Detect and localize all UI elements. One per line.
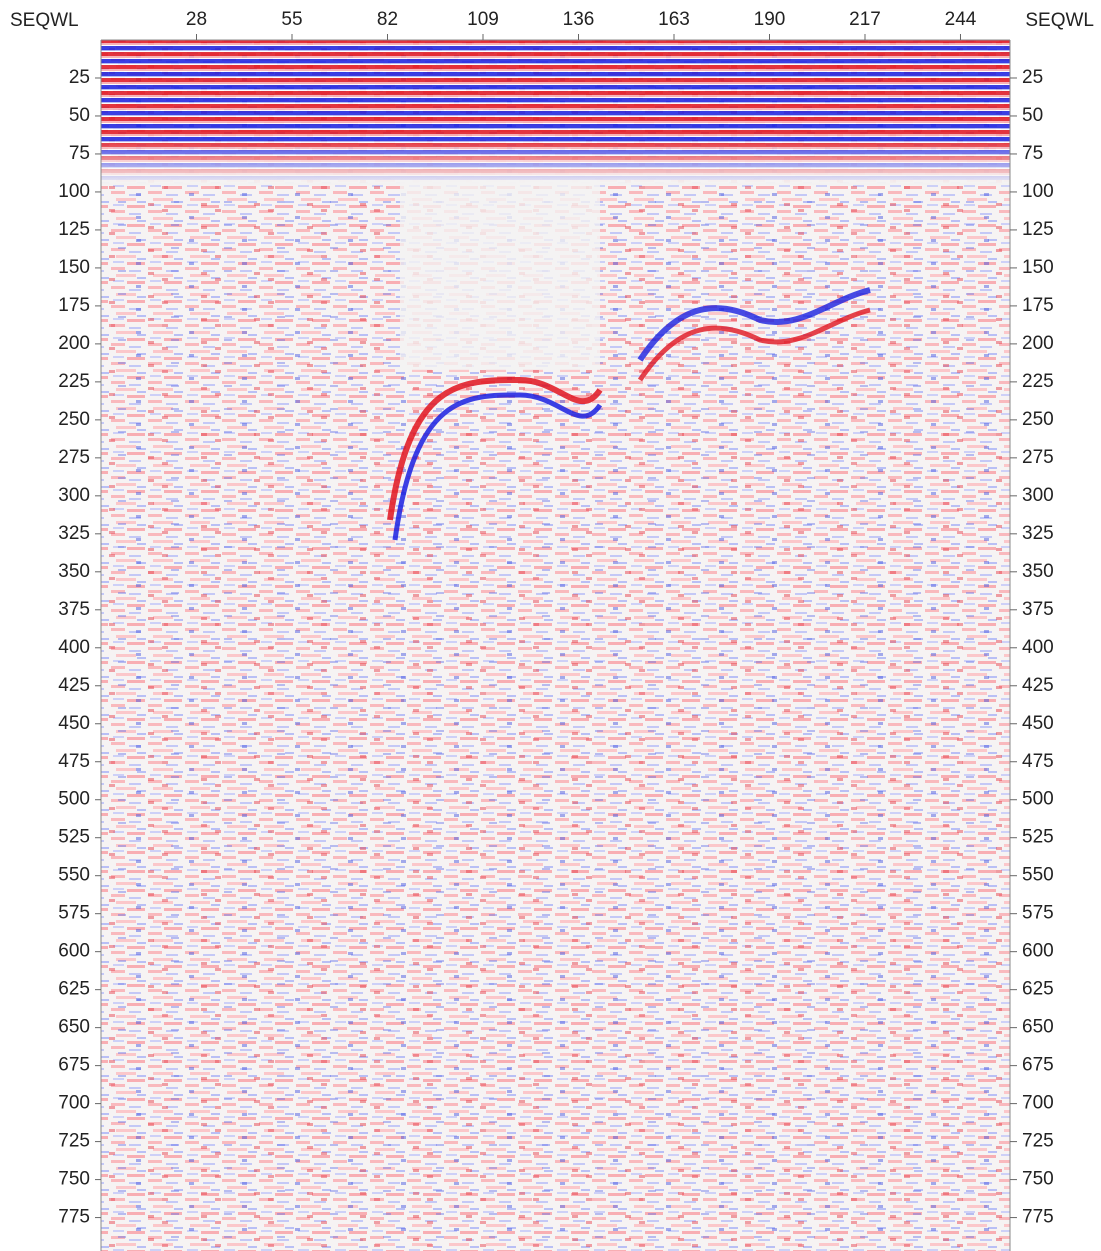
y-tick-label: 25: [69, 67, 90, 88]
y-tick-label-right: 450: [1022, 713, 1054, 734]
y-tick-label-right: 250: [1022, 409, 1054, 430]
y-tick-label: 300: [58, 485, 90, 506]
y-tick-label: 400: [58, 637, 90, 658]
y-tick-label-right: 350: [1022, 561, 1054, 582]
y-tick-label: 550: [58, 865, 90, 886]
y-tick-label-right: 200: [1022, 333, 1054, 354]
y-tick-label-right: 725: [1022, 1131, 1054, 1152]
y-tick-label: 200: [58, 333, 90, 354]
y-tick-label: 350: [58, 561, 90, 582]
y-tick-label-right: 100: [1022, 181, 1054, 202]
y-tick-label-right: 25: [1022, 67, 1043, 88]
x-tick-label: 163: [658, 9, 690, 30]
y-tick-label: 100: [58, 181, 90, 202]
x-tick-label: 190: [754, 9, 786, 30]
x-tick-label: 82: [377, 9, 398, 30]
y-tick-label: 375: [58, 599, 90, 620]
y-tick-label-right: 300: [1022, 485, 1054, 506]
y-tick-label-right: 625: [1022, 979, 1054, 1000]
y-tick-label-right: 50: [1022, 105, 1043, 126]
y-tick-label: 650: [58, 1017, 90, 1038]
y-tick-label-right: 575: [1022, 903, 1054, 924]
y-tick-label: 125: [58, 219, 90, 240]
y-tick-label: 275: [58, 447, 90, 468]
y-tick-label: 50: [69, 105, 90, 126]
y-tick-label: 250: [58, 409, 90, 430]
y-tick-label-right: 775: [1022, 1207, 1054, 1228]
radargram: [101, 40, 1010, 1251]
y-tick-label-right: 125: [1022, 219, 1054, 240]
y-tick-label: 600: [58, 941, 90, 962]
y-tick-label: 450: [58, 713, 90, 734]
y-tick-label-right: 500: [1022, 789, 1054, 810]
y-tick-label-right: 325: [1022, 523, 1054, 544]
y-tick-label: 625: [58, 979, 90, 1000]
x-tick-label: 136: [563, 9, 595, 30]
y-tick-label-right: 600: [1022, 941, 1054, 962]
y-tick-label: 175: [58, 295, 90, 316]
y-tick-label-right: 175: [1022, 295, 1054, 316]
x-tick-label: 109: [467, 9, 499, 30]
y-tick-label-right: 375: [1022, 599, 1054, 620]
y-tick-label-right: 675: [1022, 1055, 1054, 1076]
y-tick-label-right: 550: [1022, 865, 1054, 886]
x-tick-label: 244: [945, 9, 977, 30]
axis-label-right: SEQWL: [1025, 10, 1094, 31]
x-tick-label: 55: [281, 9, 302, 30]
y-tick-label-right: 475: [1022, 751, 1054, 772]
y-tick-label: 325: [58, 523, 90, 544]
y-tick-label: 425: [58, 675, 90, 696]
y-tick-label: 525: [58, 827, 90, 848]
y-tick-label: 150: [58, 257, 90, 278]
y-tick-label: 675: [58, 1055, 90, 1076]
y-tick-label: 775: [58, 1207, 90, 1228]
y-tick-label-right: 150: [1022, 257, 1054, 278]
y-tick-label: 475: [58, 751, 90, 772]
y-tick-label-right: 400: [1022, 637, 1054, 658]
y-tick-label-right: 700: [1022, 1093, 1054, 1114]
y-tick-label-right: 275: [1022, 447, 1054, 468]
y-tick-label: 500: [58, 789, 90, 810]
y-tick-label: 725: [58, 1131, 90, 1152]
axis-label-left: SEQWL: [10, 10, 79, 31]
y-tick-label-right: 225: [1022, 371, 1054, 392]
y-tick-label-right: 425: [1022, 675, 1054, 696]
y-tick-label: 750: [58, 1169, 90, 1190]
y-tick-label: 75: [69, 143, 90, 164]
y-tick-label: 575: [58, 903, 90, 924]
x-tick-label: 28: [186, 9, 207, 30]
y-tick-label-right: 750: [1022, 1169, 1054, 1190]
y-tick-label: 700: [58, 1093, 90, 1114]
y-tick-label-right: 525: [1022, 827, 1054, 848]
y-tick-label-right: 650: [1022, 1017, 1054, 1038]
x-tick-label: 217: [849, 9, 881, 30]
y-tick-label: 225: [58, 371, 90, 392]
y-tick-label-right: 75: [1022, 143, 1043, 164]
